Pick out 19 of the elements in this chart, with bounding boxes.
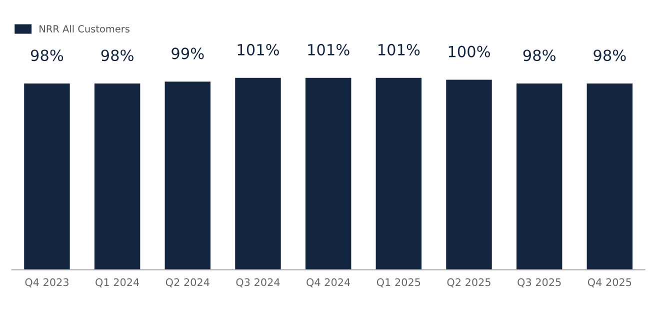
data-label: 99% bbox=[172, 48, 204, 60]
x-tick-label: Q3 2025 bbox=[518, 278, 561, 288]
x-tick-label: Q4 2024 bbox=[306, 278, 350, 288]
x-tick-label: Q1 2024 bbox=[96, 278, 140, 288]
x-tick-label: Q2 2025 bbox=[447, 278, 490, 288]
x-tick-label: Q4 2025 bbox=[588, 278, 632, 288]
data-label: 101% bbox=[238, 44, 279, 56]
legend-label: NRR All Customers bbox=[40, 25, 130, 33]
data-label: 101% bbox=[308, 44, 350, 56]
x-tick-label: Q2 2024 bbox=[166, 278, 210, 288]
x-tick-label: Q3 2024 bbox=[236, 278, 280, 288]
data-label: 98% bbox=[523, 50, 556, 62]
data-label: 101% bbox=[378, 44, 420, 56]
data-label: 98% bbox=[101, 50, 134, 62]
x-tick-label: Q4 2023 bbox=[25, 278, 68, 288]
data-label: 98% bbox=[594, 50, 626, 62]
x-tick-label: Q1 2025 bbox=[376, 278, 420, 288]
data-label: 100% bbox=[448, 46, 490, 58]
data-label: 98% bbox=[30, 50, 64, 62]
